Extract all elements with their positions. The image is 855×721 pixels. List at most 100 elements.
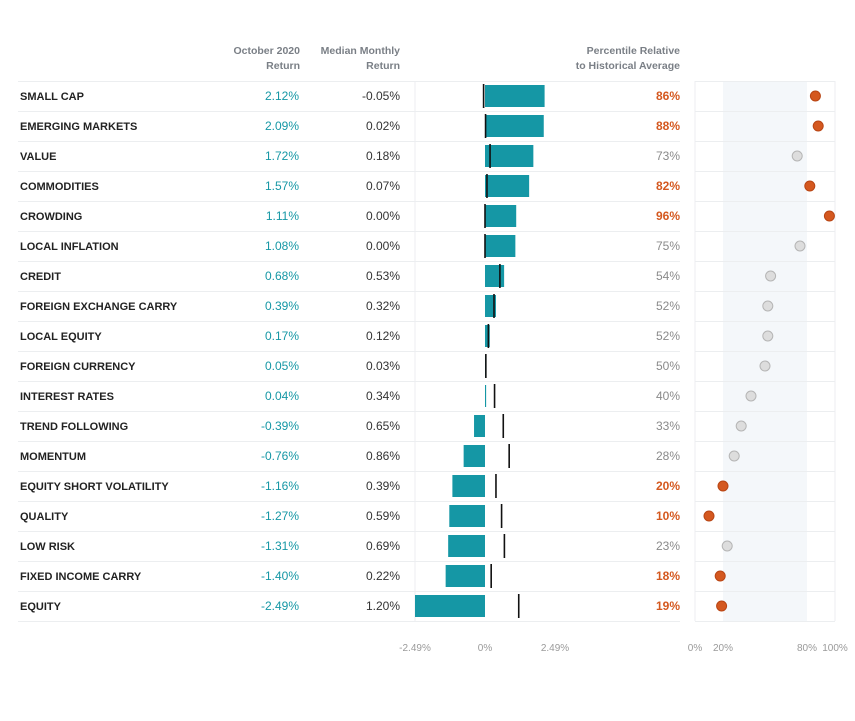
bar-axis-tick: 0%	[478, 643, 493, 654]
return-value: 1.72%	[265, 149, 299, 163]
percentile-dot	[762, 330, 774, 342]
factor-label: LOW RISK	[20, 541, 75, 553]
return-value: 0.05%	[265, 359, 299, 373]
return-value: -0.39%	[261, 419, 299, 433]
percentile-dot	[823, 210, 835, 222]
header-return: October 2020 Return	[200, 44, 300, 74]
median-value: 0.53%	[366, 269, 400, 283]
percentile-dot	[794, 240, 806, 252]
header-return-line2: Return	[266, 60, 300, 72]
factor-label: COMMODITIES	[20, 181, 99, 193]
return-value: 1.11%	[266, 209, 299, 223]
percentile-value: 40%	[656, 389, 680, 403]
percentile-value: 50%	[656, 359, 680, 373]
percentile-dot	[717, 480, 729, 492]
return-bar	[485, 115, 544, 137]
header-median: Median Monthly Return	[290, 44, 400, 74]
percentile-value: 54%	[656, 269, 680, 283]
return-bar	[485, 295, 496, 317]
percentile-dot	[759, 360, 771, 372]
median-value: 0.07%	[366, 179, 400, 193]
factor-label: FIXED INCOME CARRY	[20, 571, 142, 583]
percentile-dot	[791, 150, 803, 162]
median-value: 0.34%	[366, 389, 400, 403]
return-value: 0.39%	[265, 299, 299, 313]
factor-label: EQUITY	[20, 601, 62, 613]
header-return-line1: October 2020	[233, 45, 300, 57]
factor-label: SMALL CAP	[20, 91, 84, 103]
return-value: 0.04%	[265, 389, 299, 403]
median-value: 0.86%	[366, 449, 400, 463]
percentile-dot	[804, 180, 816, 192]
percentile-value: 28%	[656, 449, 680, 463]
return-bar	[463, 445, 485, 467]
factor-label: CREDIT	[20, 271, 61, 283]
percentile-dot	[809, 90, 821, 102]
median-value: 0.02%	[366, 119, 400, 133]
median-value: 0.12%	[366, 329, 400, 343]
percentile-value: 73%	[656, 149, 680, 163]
return-bar	[485, 385, 487, 407]
factor-label: FOREIGN CURRENCY	[20, 361, 136, 373]
percentile-value: 19%	[656, 599, 680, 613]
percentile-dot	[714, 570, 726, 582]
return-bar	[485, 325, 490, 347]
return-value: 1.57%	[265, 179, 299, 193]
percentile-value: 86%	[656, 89, 680, 103]
return-value: -1.16%	[261, 479, 299, 493]
percentile-axis-tick: 80%	[797, 643, 817, 654]
median-value: 0.65%	[366, 419, 400, 433]
median-value: 0.69%	[366, 539, 400, 553]
percentile-value: 96%	[656, 209, 680, 223]
return-value: -2.49%	[261, 599, 299, 613]
percentile-axis-tick: 0%	[688, 643, 703, 654]
percentile-value: 20%	[656, 479, 680, 493]
median-value: -0.05%	[362, 89, 400, 103]
percentile-value: 23%	[656, 539, 680, 553]
percentile-dot	[721, 540, 733, 552]
return-value: 2.09%	[265, 119, 299, 133]
return-bar	[485, 205, 517, 227]
return-bar	[449, 505, 485, 527]
factor-label: FOREIGN EXCHANGE CARRY	[20, 301, 178, 313]
factor-label: LOCAL EQUITY	[20, 331, 102, 343]
percentile-dot	[762, 300, 774, 312]
factor-label: EQUITY SHORT VOLATILITY	[20, 481, 169, 493]
factor-label: LOCAL INFLATION	[20, 241, 119, 253]
return-value: -0.76%	[261, 449, 299, 463]
bar-axis-tick: -2.49%	[399, 643, 431, 654]
percentile-value: 33%	[656, 419, 680, 433]
median-value: 0.00%	[366, 209, 400, 223]
median-value: 0.00%	[366, 239, 400, 253]
return-bar	[474, 415, 485, 437]
return-bar	[485, 265, 505, 287]
percentile-dot	[716, 600, 728, 612]
header-percentile: Percentile Relative to Historical Averag…	[540, 44, 680, 74]
percentile-dot	[812, 120, 824, 132]
return-bar	[452, 475, 485, 497]
return-bar	[448, 535, 485, 557]
return-value: -1.40%	[261, 569, 299, 583]
return-bar	[485, 175, 530, 197]
factor-label: VALUE	[20, 151, 56, 163]
return-bar	[485, 235, 516, 257]
return-value: -1.27%	[261, 509, 299, 523]
median-value: 0.18%	[366, 149, 400, 163]
bar-axis-tick: 2.49%	[541, 643, 569, 654]
header-percentile-line1: Percentile Relative	[586, 45, 680, 57]
factor-label: QUALITY	[20, 511, 69, 523]
return-bar	[445, 565, 485, 587]
factor-label: CROWDING	[20, 211, 82, 223]
percentile-value: 52%	[656, 329, 680, 343]
header-median-line2: Return	[366, 60, 400, 72]
percentile-value: 75%	[656, 239, 680, 253]
percentile-value: 10%	[656, 509, 680, 523]
percentile-axis-tick: 20%	[713, 643, 733, 654]
median-value: 0.39%	[366, 479, 400, 493]
return-value: 0.17%	[265, 329, 299, 343]
header-median-line1: Median Monthly	[320, 45, 400, 57]
factor-label: EMERGING MARKETS	[20, 121, 137, 133]
factor-label: MOMENTUM	[20, 451, 86, 463]
median-value: 0.32%	[366, 299, 400, 313]
